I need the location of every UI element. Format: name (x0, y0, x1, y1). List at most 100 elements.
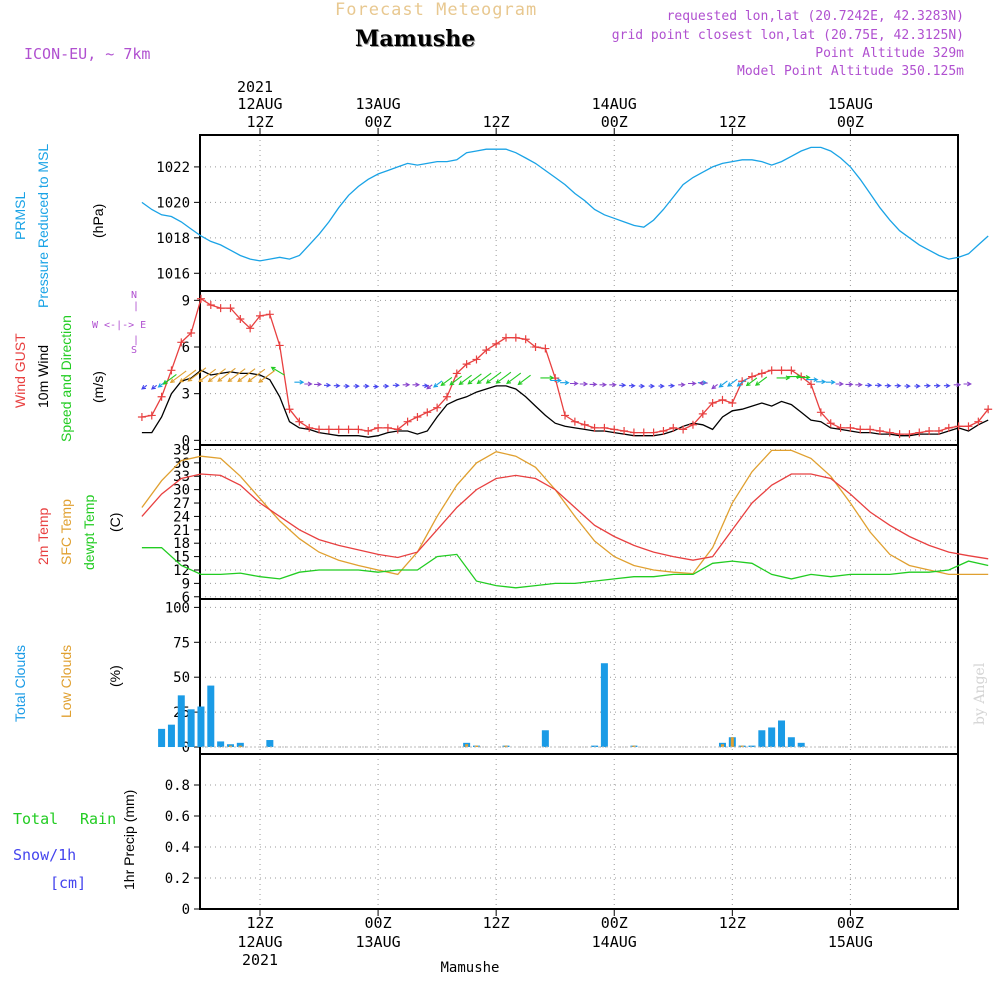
gust-marker (315, 425, 324, 434)
low-cloud-bar (228, 745, 232, 748)
wind-direction-arrow (718, 380, 728, 388)
wind-direction-arrow (540, 375, 555, 381)
gust-marker (433, 403, 442, 412)
gust-marker (492, 339, 501, 348)
wind-direction-arrow (169, 370, 187, 384)
wind-direction-arrow (806, 377, 819, 382)
y-tick-label: 27 (173, 496, 190, 512)
point-altitude: Point Altitude 329m (815, 46, 964, 61)
wind-direction-arrow (433, 380, 443, 388)
gust-marker (157, 392, 166, 401)
wind-direction-arrow (668, 383, 676, 389)
gust-marker (482, 346, 491, 355)
gust-marker (826, 419, 835, 428)
gust-marker (364, 427, 373, 435)
wind-direction-arrow (392, 382, 400, 388)
gust-marker (531, 343, 540, 351)
bottom-hour-label: 12Z (483, 914, 510, 932)
gust-marker (767, 366, 776, 375)
gust-marker (511, 333, 520, 342)
model-altitude: Model Point Altitude 350.125m (737, 64, 964, 79)
gust-marker (383, 423, 392, 432)
gust-marker (305, 423, 314, 432)
total-cloud-bar (787, 737, 795, 748)
gust-marker (728, 399, 737, 407)
wind-direction-arrow (506, 372, 522, 385)
wind-direction-arrow (179, 369, 197, 383)
gust-marker (649, 428, 658, 437)
total-cloud-bar (797, 742, 805, 748)
low-cloud-bar (632, 745, 636, 748)
total-cloud-bar (768, 727, 776, 748)
gust-marker (580, 420, 589, 429)
low-cloud-bar (238, 745, 242, 748)
gust-marker (236, 315, 245, 323)
wind-direction-arrow (373, 384, 380, 389)
gust-marker (374, 423, 383, 432)
gust-marker (954, 422, 963, 431)
gust-marker (246, 324, 255, 333)
gust-marker (688, 420, 697, 429)
y-tick-label: 0 (182, 433, 190, 449)
wind-direction-arrow (934, 383, 941, 389)
wind-direction-arrow (258, 370, 276, 383)
gust-marker (679, 425, 688, 434)
panel-frame (199, 598, 959, 755)
gust-marker (196, 294, 205, 303)
wind-direction-arrow (796, 375, 811, 380)
y-tick-label: 6 (182, 340, 190, 356)
chart-title: Forecast Meteogram (335, 0, 538, 20)
wind-direction-arrow (247, 368, 266, 383)
requested-coords: requested lon,lat (20.7242E, 42.3283N) (666, 9, 964, 24)
snow-unit-label: [cm] (50, 874, 87, 892)
wind-direction-arrow (711, 383, 718, 390)
bottom-hour-label: 00Z (365, 914, 392, 932)
dewpt-line (141, 547, 989, 589)
wind-direction-arrow (678, 382, 686, 388)
wind-direction-arrow (157, 380, 167, 388)
low-cloud-bar (474, 745, 478, 748)
panel-frame (199, 753, 959, 910)
y-tick-label: 9 (182, 576, 190, 592)
top-hour-label: 00Z (601, 113, 628, 131)
wind-direction-arrow (599, 382, 608, 388)
y-tick-label: 75 (173, 635, 190, 651)
gust-marker (226, 304, 235, 313)
y-tick-label: 39 (173, 442, 190, 458)
wind-direction-arrow (855, 382, 863, 388)
y-tick-label: 6 (182, 590, 190, 606)
gust-marker (787, 366, 796, 375)
bottom-date-label: 12AUG (237, 933, 282, 951)
wind-direction-arrow (294, 379, 305, 385)
wind-direction-arrow (449, 375, 463, 386)
total-cloud-bar (600, 663, 608, 748)
wind-direction-arrow (745, 377, 758, 387)
gust-marker (561, 411, 570, 420)
gust-marker (295, 417, 304, 426)
gust-marker (570, 417, 579, 426)
bottom-hour-label: 00Z (601, 914, 628, 932)
bottom-year-label: 2021 (242, 951, 278, 969)
low-cloud-bar (720, 744, 724, 748)
wind-direction-arrow (495, 371, 512, 384)
rain-label: Rain (80, 810, 117, 828)
wind-direction-arrow (904, 383, 911, 389)
wind-direction-arrow (314, 382, 323, 387)
gust-marker (639, 428, 648, 437)
gust-marker (206, 301, 215, 309)
wind-direction-arrow (343, 383, 350, 389)
low-cloud-bar (504, 745, 508, 748)
wind-direction-arrow (648, 383, 656, 389)
gust-marker (816, 408, 825, 417)
compass-rose: W <-|-> E (92, 320, 147, 331)
wind-direction-arrow (629, 383, 636, 389)
total-cloud-bar (226, 744, 234, 748)
gust-marker (866, 425, 875, 434)
gust-marker (216, 304, 225, 313)
gust-marker (846, 423, 855, 432)
total-cloud-bar (217, 741, 225, 748)
y-tick-label: 0.4 (165, 840, 190, 856)
wind-direction-arrow (755, 376, 768, 386)
